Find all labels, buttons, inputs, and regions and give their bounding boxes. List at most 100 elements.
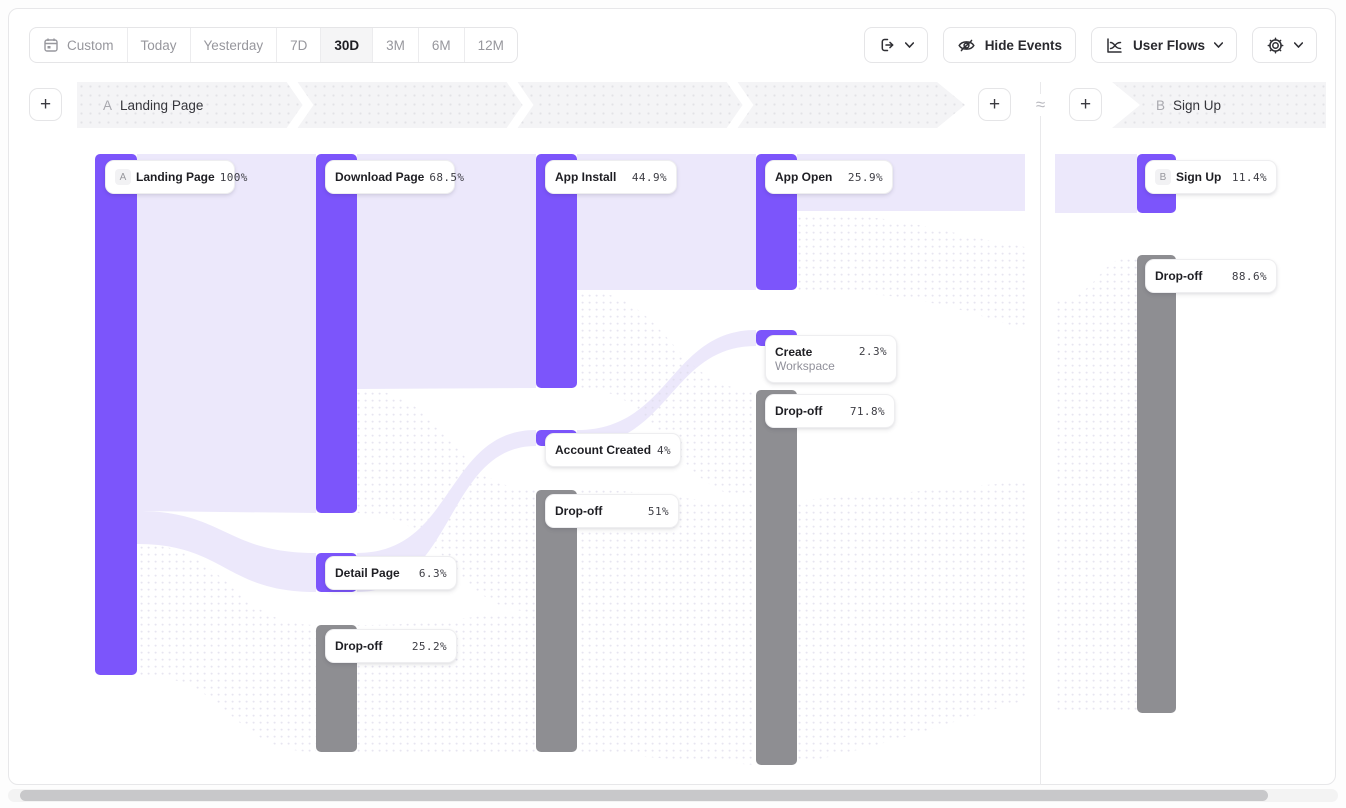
node-bar-app-install[interactable] <box>536 154 577 388</box>
date-range-today[interactable]: Today <box>128 28 191 62</box>
add-step-button-left[interactable]: + <box>29 88 62 121</box>
node-label: Landing Page <box>136 170 215 184</box>
date-range-7d[interactable]: 7D <box>277 28 322 62</box>
node-card-drop-off-4[interactable]: Drop-off 88.6% <box>1145 259 1277 293</box>
flow-landing-page-to-detail-page <box>137 511 316 592</box>
node-card-app-install[interactable]: App Install 44.9% <box>545 160 677 194</box>
node-bar-drop-off-4[interactable] <box>1137 255 1176 713</box>
node-bar-drop-off-2[interactable] <box>536 490 577 752</box>
node-label: App Install <box>555 170 617 184</box>
node-bar-landing-page[interactable] <box>95 154 137 675</box>
eye-off-icon <box>957 36 976 55</box>
node-value: 51% <box>647 504 669 518</box>
flow-badge-A: A <box>115 169 131 185</box>
flow-a-start-event: Landing Page <box>120 97 204 113</box>
toolbar-actions: Hide Events User Flows <box>863 27 1317 63</box>
add-step-button-flow-b[interactable]: + <box>1069 88 1102 121</box>
node-label: Drop-off <box>1155 269 1203 283</box>
flow-drop-off-3-to-section-b-dropoff <box>797 482 1025 764</box>
flow-b-badge: B <box>1156 97 1166 113</box>
date-range-yesterday[interactable]: Yesterday <box>191 28 278 62</box>
step-separator-chevron <box>287 82 315 128</box>
date-range-label: Custom <box>67 37 114 53</box>
flow-landing-page-to-download-page <box>137 154 316 513</box>
flow-section-b-to-drop-off-4 <box>1055 255 1137 713</box>
flow-app-open-to-section-b-dropoff <box>797 213 1025 330</box>
sankey-bars <box>95 154 1176 765</box>
flow-badge-B: B <box>1155 169 1171 185</box>
chevron-down-icon <box>904 42 914 48</box>
node-card-detail-page[interactable]: Detail Page 6.3% <box>325 556 457 590</box>
flow-app-install-to-drop-off-3 <box>577 290 756 498</box>
date-range-30d[interactable]: 30D <box>321 28 374 62</box>
node-card-drop-off-3[interactable]: Drop-off 71.8% <box>765 394 895 428</box>
hide-events-button[interactable]: Hide Events <box>942 27 1076 63</box>
date-range-custom[interactable]: Custom <box>30 28 128 62</box>
node-value: 88.6% <box>1231 269 1267 283</box>
node-value: 44.9% <box>631 170 667 184</box>
export-button[interactable] <box>863 27 928 63</box>
view-mode-button[interactable]: User Flows <box>1090 27 1237 63</box>
chevron-down-icon <box>1294 42 1303 48</box>
node-label: Detail Page <box>335 566 400 580</box>
node-label: App Open <box>775 170 833 184</box>
node-label: Drop-off <box>775 404 823 418</box>
node-value: 11.4% <box>1231 170 1267 184</box>
node-label: Download Page <box>335 170 425 184</box>
export-icon <box>878 36 896 54</box>
flow-b-start-event: Sign Up <box>1173 97 1222 113</box>
node-card-landing-page[interactable]: A Landing Page 100% <box>105 160 247 194</box>
node-value: 71.8% <box>849 404 885 418</box>
node-label: Account Created <box>555 443 652 457</box>
flow-link-symbol: ≈ <box>1027 94 1054 116</box>
node-label: Create <box>775 344 813 359</box>
add-step-button-flow-a[interactable]: + <box>978 88 1011 121</box>
node-bar-download-page[interactable] <box>316 154 357 513</box>
node-value: 25.9% <box>847 170 883 184</box>
hide-events-label: Hide Events <box>984 37 1062 53</box>
node-value: 6.3% <box>418 566 447 580</box>
node-value: 100% <box>219 170 248 184</box>
flow-download-page-to-app-install <box>357 154 536 389</box>
node-value: 25.2% <box>411 639 447 653</box>
flow-landing-page-to-drop-off-1 <box>137 544 316 752</box>
flow-link-divider <box>1040 82 1041 785</box>
horizontal-scrollbar-track[interactable] <box>8 789 1338 802</box>
step-separator-chevron <box>507 82 535 128</box>
node-card-account-created[interactable]: Account Created 4% <box>545 433 681 467</box>
chevron-down-icon <box>1214 42 1223 48</box>
flow-chart-icon <box>1105 36 1124 55</box>
flow-a-steps-band[interactable]: A Landing Page <box>77 82 965 128</box>
settings-button[interactable] <box>1252 27 1317 63</box>
node-card-sign-up[interactable]: B Sign Up 11.4% <box>1145 160 1277 194</box>
node-label: Drop-off <box>555 504 603 518</box>
node-label: Sign Up <box>1176 170 1222 184</box>
node-value: 68.5% <box>429 170 465 184</box>
node-card-download-page[interactable]: Download Page 68.5% <box>325 160 464 194</box>
flow-section-b-to-sign-up <box>1055 154 1137 213</box>
toolbar: Custom Today Yesterday 7D 30D 3M 6M 12M <box>29 27 1317 63</box>
step-separator-chevron <box>727 82 755 128</box>
date-range-3m[interactable]: 3M <box>373 28 419 62</box>
node-card-drop-off-2[interactable]: Drop-off 51% <box>545 494 679 528</box>
node-label-line2: Workspace <box>775 358 835 373</box>
calendar-icon <box>43 37 59 53</box>
flow-drop-off-2-to-drop-off-3 <box>577 490 756 765</box>
date-range-6m[interactable]: 6M <box>419 28 465 62</box>
date-range-selector: Custom Today Yesterday 7D 30D 3M 6M 12M <box>29 27 518 63</box>
node-label: Drop-off <box>335 639 383 653</box>
horizontal-scrollbar-thumb[interactable] <box>20 790 1268 801</box>
node-bar-drop-off-3[interactable] <box>756 390 797 765</box>
flow-b-steps-band[interactable]: B Sign Up <box>1112 82 1326 128</box>
date-range-12m[interactable]: 12M <box>477 37 504 53</box>
node-card-app-open[interactable]: App Open 25.9% <box>765 160 893 194</box>
view-mode-label: User Flows <box>1132 37 1205 53</box>
flow-detail-page-to-account-created <box>357 430 536 592</box>
node-card-drop-off-1[interactable]: Drop-off 25.2% <box>325 629 457 663</box>
flow-a-badge: A <box>103 97 113 113</box>
gear-icon <box>1266 36 1285 55</box>
node-card-create-workspace[interactable]: Create 2.3% Workspace <box>765 335 897 383</box>
node-value: 4% <box>656 443 671 457</box>
